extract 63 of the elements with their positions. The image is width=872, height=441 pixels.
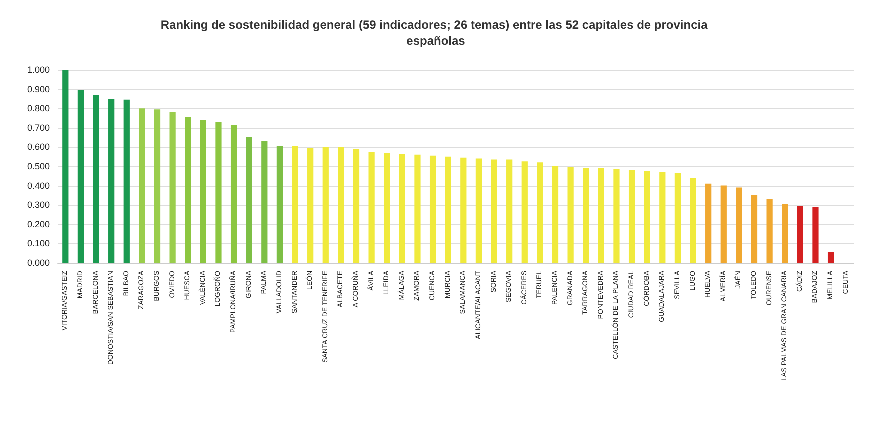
bar xyxy=(262,141,268,263)
bar xyxy=(674,173,682,263)
bar xyxy=(628,170,636,263)
y-tick-label: 0.100 xyxy=(27,238,50,249)
bar xyxy=(246,138,252,263)
bar xyxy=(766,199,773,263)
bar xyxy=(322,147,329,263)
bar xyxy=(384,152,390,263)
bar xyxy=(720,186,727,263)
y-tick-label: 1.000 xyxy=(27,65,50,75)
bar xyxy=(353,149,360,263)
y-tick-label: 0.700 xyxy=(27,122,50,133)
bar xyxy=(522,162,528,263)
y-tick-label: 0.400 xyxy=(27,180,50,191)
bar xyxy=(690,178,696,263)
bar xyxy=(124,100,130,263)
bar xyxy=(583,168,590,263)
bar xyxy=(552,166,559,263)
bar xyxy=(93,95,100,263)
y-tick-label: 0.300 xyxy=(27,200,50,210)
bar xyxy=(660,172,666,263)
bar xyxy=(598,168,604,263)
bar xyxy=(200,120,206,263)
y-tick-label: 0.000 xyxy=(27,258,50,268)
bar xyxy=(506,160,513,263)
bar xyxy=(185,117,192,263)
bar xyxy=(276,146,284,263)
bar xyxy=(476,158,482,263)
bar xyxy=(170,112,176,263)
y-tick-label: 0.500 xyxy=(27,162,50,172)
y-tick-label: 0.900 xyxy=(27,84,50,94)
y-tick-label: 0.600 xyxy=(27,142,50,152)
bar xyxy=(308,148,314,263)
bar xyxy=(751,195,758,263)
bar xyxy=(812,207,819,263)
bar xyxy=(537,162,544,263)
bar xyxy=(108,98,115,263)
chart-title: Ranking de sostenibilidad general (59 indicadores; 26 temas) entre las 52 capitales de provincia españolas xyxy=(160,18,712,48)
bar xyxy=(414,154,421,263)
bar xyxy=(338,147,344,263)
bar xyxy=(614,169,620,263)
y-tick-label: 0.800 xyxy=(27,104,50,114)
bar xyxy=(706,184,712,263)
bar xyxy=(445,156,452,263)
bar xyxy=(399,154,406,263)
bar xyxy=(78,90,84,263)
bar xyxy=(828,252,834,263)
bar xyxy=(568,167,574,263)
y-tick-label: 0.200 xyxy=(27,219,50,230)
bar xyxy=(644,171,650,263)
bar xyxy=(368,152,375,263)
bar xyxy=(460,158,467,263)
bar xyxy=(782,204,788,263)
bar xyxy=(230,125,238,263)
bar xyxy=(139,108,146,263)
bar xyxy=(797,206,804,263)
bar xyxy=(154,110,161,263)
bar xyxy=(216,122,222,263)
bar xyxy=(292,146,298,263)
bar xyxy=(430,156,436,263)
bar xyxy=(736,188,742,263)
bar xyxy=(491,160,498,263)
bar xyxy=(62,70,69,263)
